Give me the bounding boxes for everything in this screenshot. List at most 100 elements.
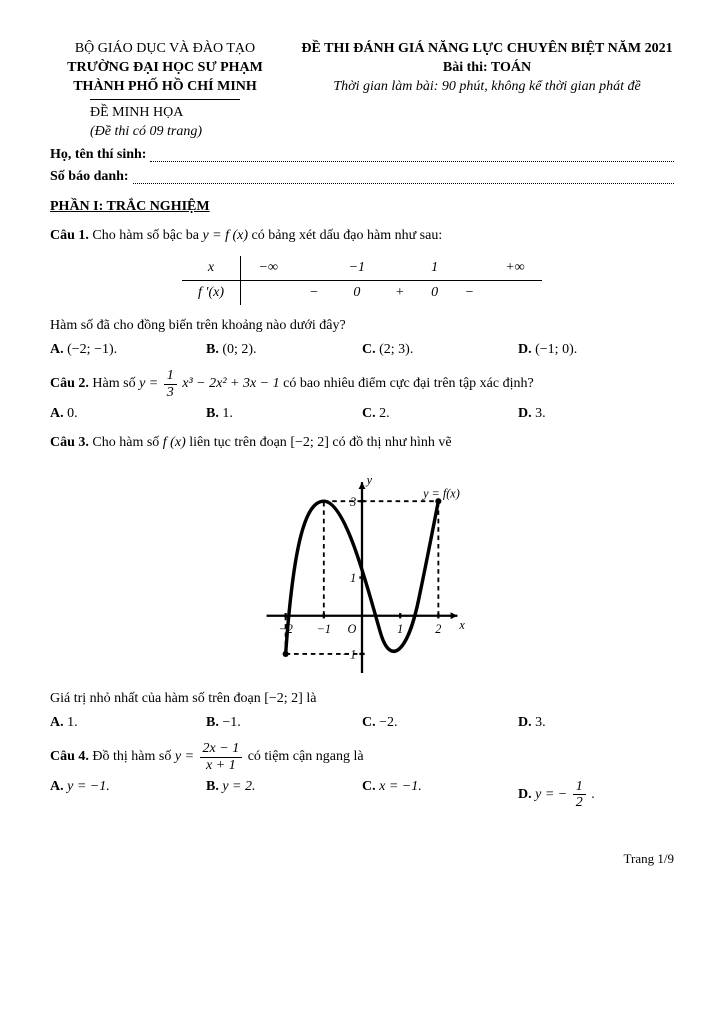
- q4-frac-den: x + 1: [200, 758, 243, 773]
- q3-opt-a: A. 1.: [50, 715, 206, 731]
- q2-eq-post: x³ − 2x² + 3x − 1: [182, 377, 279, 392]
- q4-eq-pre: y =: [175, 749, 198, 764]
- svg-text:2: 2: [435, 622, 441, 636]
- q3-opt-d: D. 3.: [518, 715, 674, 731]
- q3-opt-b: B. −1.: [206, 715, 362, 731]
- q3-label: Câu 3.: [50, 435, 89, 450]
- q2-frac-den: 3: [164, 385, 177, 400]
- header-left: BỘ GIÁO DỤC VÀ ĐÀO TẠO TRƯỜNG ĐẠI HỌC SƯ…: [50, 40, 280, 141]
- svg-text:O: O: [347, 622, 356, 636]
- q3-interval: [−2; 2]: [290, 435, 329, 450]
- q4-opt-c-text: x = −1.: [379, 779, 422, 794]
- q1-options: A. (−2; −1). B. (0; 2). C. (2; 3). D. (−…: [50, 342, 674, 358]
- header-divider: [90, 99, 240, 100]
- q4-label: Câu 4.: [50, 749, 89, 764]
- st-cell: 1: [418, 256, 451, 281]
- q1-opt-b: B. (0; 2).: [206, 342, 362, 358]
- svg-text:−1: −1: [317, 622, 331, 636]
- section-1-title: PHẦN I: TRẮC NGHIỆM: [50, 199, 674, 215]
- q1-opt-c-text: (2; 3).: [379, 342, 413, 357]
- q4-frac-num: 2x − 1: [200, 741, 243, 757]
- st-cell: 0: [332, 281, 381, 306]
- q3-opt-d-text: 3.: [535, 715, 546, 730]
- q3-opt-a-text: 1.: [67, 715, 78, 730]
- city-line: THÀNH PHỐ HỒ CHÍ MINH: [50, 78, 280, 97]
- candidate-name-row: Họ, tên thí sinh:: [50, 147, 674, 163]
- q3-opt-c-text: −2.: [379, 715, 397, 730]
- q3-text-2: liên tục trên đoạn: [189, 435, 290, 450]
- q3-eq1: f (x): [163, 435, 186, 450]
- q4-opt-d-den: 2: [573, 795, 586, 810]
- question-3: Câu 3. Cho hàm số f (x) liên tục trên đo…: [50, 432, 674, 453]
- q4-options: A. y = −1. B. y = 2. C. x = −1. D. y = −…: [50, 779, 674, 811]
- q4-opt-a: A. y = −1.: [50, 779, 206, 811]
- q1-sign-table: x −∞ −1 1 +∞ f ′(x) − 0 + 0 −: [182, 256, 542, 305]
- svg-text:y: y: [365, 473, 373, 487]
- q2-text-2: có bao nhiêu điểm cực đại trên tập xác đ…: [283, 377, 534, 392]
- university-line: TRƯỜNG ĐẠI HỌC SƯ PHẠM: [50, 59, 280, 78]
- q4-opt-c: C. x = −1.: [362, 779, 518, 811]
- header-right: ĐỀ THI ĐÁNH GIÁ NĂNG LỰC CHUYÊN BIỆT NĂM…: [300, 40, 674, 141]
- question-4: Câu 4. Đồ thị hàm số y = 2x − 1 x + 1 có…: [50, 741, 674, 773]
- svg-text:1: 1: [397, 622, 403, 636]
- q3-options: A. 1. B. −1. C. −2. D. 3.: [50, 715, 674, 731]
- q1-opt-a-text: (−2; −1).: [67, 342, 117, 357]
- q2-text-1: Hàm số: [92, 377, 139, 392]
- q3-followup-1: Giá trị nhỏ nhất của hàm số trên đoạn: [50, 691, 264, 706]
- candidate-name-dots: [150, 147, 674, 162]
- q3-graph: −2−112−113Oxyy = f(x): [50, 463, 674, 678]
- st-x-label: x: [182, 256, 241, 281]
- st-cell: [241, 281, 296, 306]
- ministry-line: BỘ GIÁO DỤC VÀ ĐÀO TẠO: [50, 40, 280, 59]
- duration-line: Thời gian làm bài: 90 phút, không kể thờ…: [300, 78, 674, 97]
- q2-opt-b-text: 1.: [222, 406, 233, 421]
- svg-text:1: 1: [350, 571, 356, 585]
- q1-text-1: Cho hàm số bậc ba: [92, 228, 202, 243]
- q4-text-2: có tiệm cận ngang là: [248, 749, 364, 764]
- q3-text-1: Cho hàm số: [92, 435, 162, 450]
- q4-opt-a-text: y = −1.: [67, 779, 110, 794]
- q4-opt-d: D. y = − 1 2 .: [518, 779, 674, 811]
- st-cell: [451, 256, 488, 281]
- page-count-line: (Đề thi có 09 trang): [90, 123, 280, 142]
- q2-opt-c: C. 2.: [362, 406, 518, 422]
- exam-title: ĐỀ THI ĐÁNH GIÁ NĂNG LỰC CHUYÊN BIỆT NĂM…: [300, 40, 674, 59]
- st-cell: +∞: [488, 256, 542, 281]
- q2-opt-d: D. 3.: [518, 406, 674, 422]
- st-cell: 0: [418, 281, 451, 306]
- st-cell: −1: [332, 256, 381, 281]
- st-cell: −: [295, 281, 332, 306]
- q3-graph-svg: −2−112−113Oxyy = f(x): [242, 463, 482, 673]
- q4-opt-d-pre: y = −: [535, 787, 567, 802]
- q2-eq-pre: y =: [139, 377, 162, 392]
- q3-followup-interval: [−2; 2]: [264, 691, 303, 706]
- q3-opt-c: C. −2.: [362, 715, 518, 731]
- q1-opt-d-text: (−1; 0).: [535, 342, 577, 357]
- q2-opt-d-text: 3.: [535, 406, 546, 421]
- q2-opt-b: B. 1.: [206, 406, 362, 422]
- q2-label: Câu 2.: [50, 377, 89, 392]
- st-cell: −: [451, 281, 488, 306]
- q2-fraction: 1 3: [164, 368, 177, 400]
- q4-fraction: 2x − 1 x + 1: [200, 741, 243, 773]
- q2-frac-num: 1: [164, 368, 177, 384]
- q1-opt-a: A. (−2; −1).: [50, 342, 206, 358]
- subject-line: Bài thi: TOÁN: [300, 59, 674, 78]
- q1-opt-d: D. (−1; 0).: [518, 342, 674, 358]
- q2-opt-a-text: 0.: [67, 406, 78, 421]
- st-cell: [381, 256, 418, 281]
- q3-opt-b-text: −1.: [222, 715, 240, 730]
- q1-label: Câu 1.: [50, 228, 89, 243]
- q1-opt-c: C. (2; 3).: [362, 342, 518, 358]
- question-1: Câu 1. Cho hàm số bậc ba y = f (x) có bả…: [50, 225, 674, 246]
- q4-opt-b-text: y = 2.: [222, 779, 255, 794]
- q3-text-3: có đồ thị như hình vẽ: [332, 435, 451, 450]
- st-cell: [488, 281, 542, 306]
- q1-opt-b-text: (0; 2).: [222, 342, 256, 357]
- svg-text:y = f(x): y = f(x): [421, 487, 460, 501]
- candidate-id-dots: [133, 169, 674, 184]
- svg-text:x: x: [458, 618, 465, 632]
- candidate-id-row: Số báo danh:: [50, 169, 674, 185]
- candidate-id-label: Số báo danh:: [50, 169, 129, 185]
- q1-eq: y = f (x): [202, 228, 248, 243]
